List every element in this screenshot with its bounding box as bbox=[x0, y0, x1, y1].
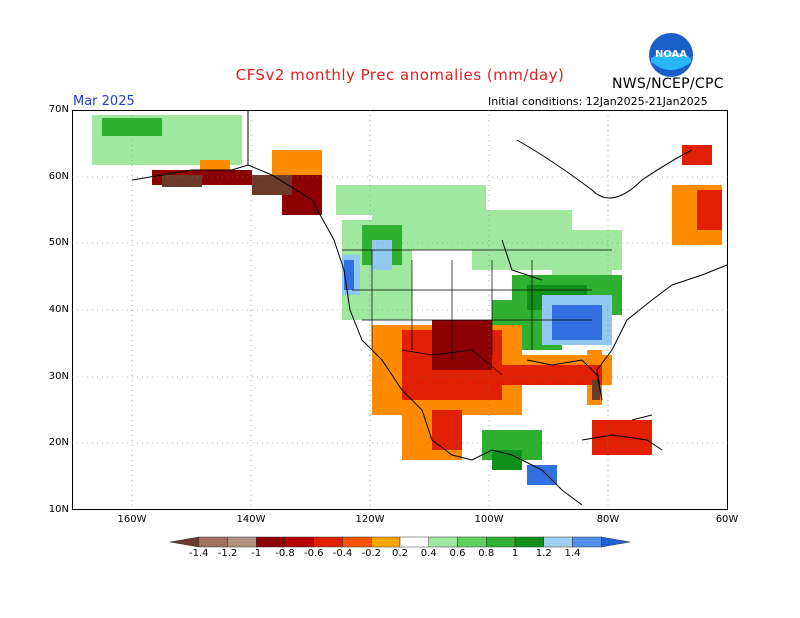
lat-label-10n: 10N bbox=[48, 504, 69, 515]
svg-text:NOAA: NOAA bbox=[655, 49, 687, 60]
anomaly-map bbox=[72, 110, 728, 510]
lat-label-50n: 50N bbox=[48, 237, 69, 248]
colorbar-cell bbox=[342, 536, 372, 548]
colorbar-cell bbox=[399, 536, 429, 548]
colorbar-label: 0.8 bbox=[478, 548, 495, 559]
dry-region-brown bbox=[162, 175, 600, 400]
map-title: CFSv2 monthly Prec anomalies (mm/day) bbox=[235, 66, 565, 84]
colorbar-label: -1 bbox=[251, 548, 262, 559]
colorbar-label: 1.2 bbox=[535, 548, 552, 559]
noaa-logo: NOAA bbox=[648, 32, 694, 78]
lon-label-80w: 80W bbox=[596, 514, 620, 525]
lon-label-60w: 60W bbox=[715, 514, 739, 525]
colorbar-cell bbox=[256, 536, 286, 548]
colorbar-label: -0.2 bbox=[361, 548, 381, 559]
colorbar-label: -0.4 bbox=[332, 548, 353, 559]
colorbar-cell bbox=[371, 536, 401, 548]
colorbar-cell bbox=[457, 536, 487, 548]
colorbar-label: -0.6 bbox=[303, 548, 324, 559]
colorbar-label: -1.2 bbox=[217, 548, 238, 559]
lon-label-140w: 140W bbox=[236, 514, 266, 525]
lat-label-20n: 20N bbox=[48, 437, 69, 448]
colorbar-cell bbox=[313, 536, 343, 548]
colorbar-label: 0.4 bbox=[420, 548, 437, 559]
colorbar-cell bbox=[486, 536, 516, 548]
colorbar-cell bbox=[198, 536, 228, 548]
colorbar-cell bbox=[284, 536, 314, 548]
colorbar-cell bbox=[572, 536, 602, 548]
colorbar-cell bbox=[514, 536, 544, 548]
colorbar-cell bbox=[170, 536, 199, 548]
colorbar-label: 1 bbox=[511, 548, 519, 559]
lon-label-160w: 160W bbox=[117, 514, 147, 525]
colorbar-cell bbox=[601, 536, 630, 548]
colorbar-label: 1.4 bbox=[564, 548, 581, 559]
graticule bbox=[72, 110, 728, 510]
lat-label-70n: 70N bbox=[48, 104, 69, 115]
lat-label-30n: 30N bbox=[48, 371, 69, 382]
lon-label-120w: 120W bbox=[355, 514, 385, 525]
colorbar-label: -1.4 bbox=[188, 548, 209, 559]
colorbar-cell bbox=[227, 536, 257, 548]
colorbar-label: 0.6 bbox=[449, 548, 466, 559]
colorbar-label: 0.2 bbox=[392, 548, 408, 559]
colorbar-cell bbox=[543, 536, 573, 548]
valid-month-label: Mar 2025 bbox=[73, 94, 135, 109]
agency-label: NWS/NCEP/CPC bbox=[612, 76, 724, 92]
colorbar-cell bbox=[428, 536, 458, 548]
colorbar bbox=[170, 536, 630, 548]
initial-conditions-label: Initial conditions: 12Jan2025-21Jan2025 bbox=[488, 95, 708, 108]
lon-label-100w: 100W bbox=[474, 514, 504, 525]
colorbar-label: -0.8 bbox=[275, 548, 295, 559]
lat-label-60n: 60N bbox=[48, 171, 69, 182]
lat-label-40n: 40N bbox=[48, 304, 69, 315]
